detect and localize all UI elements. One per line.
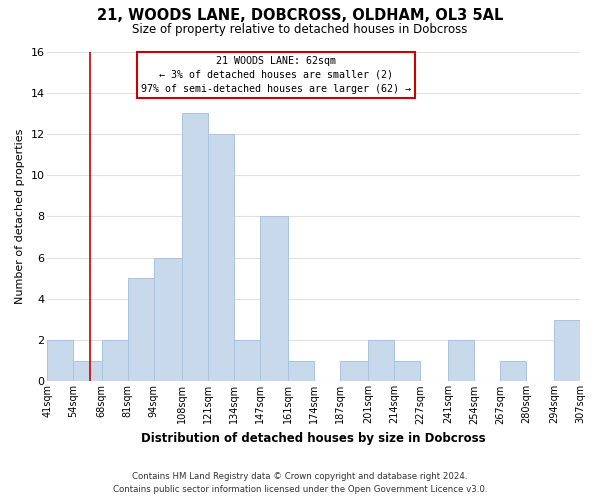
Bar (340, 361, 368, 382)
Bar (47, 340, 73, 382)
Bar (288, 361, 314, 382)
Bar (260, 216, 288, 382)
Bar (394, 361, 420, 382)
Bar (101, 340, 128, 382)
Bar (208, 134, 233, 382)
Bar (154, 258, 182, 382)
Y-axis label: Number of detached properties: Number of detached properties (15, 129, 25, 304)
Bar (368, 340, 394, 382)
Bar (500, 361, 526, 382)
Text: 21, WOODS LANE, DOBCROSS, OLDHAM, OL3 5AL: 21, WOODS LANE, DOBCROSS, OLDHAM, OL3 5A… (97, 8, 503, 22)
Text: 21 WOODS LANE: 62sqm
← 3% of detached houses are smaller (2)
97% of semi-detache: 21 WOODS LANE: 62sqm ← 3% of detached ho… (140, 56, 410, 94)
Bar (554, 320, 580, 382)
Bar (580, 361, 600, 382)
Bar (73, 361, 101, 382)
Text: Contains HM Land Registry data © Crown copyright and database right 2024.
Contai: Contains HM Land Registry data © Crown c… (113, 472, 487, 494)
X-axis label: Distribution of detached houses by size in Dobcross: Distribution of detached houses by size … (142, 432, 486, 445)
Text: Size of property relative to detached houses in Dobcross: Size of property relative to detached ho… (133, 22, 467, 36)
Bar (233, 340, 260, 382)
Bar (448, 340, 474, 382)
Bar (182, 114, 208, 382)
Bar (128, 278, 154, 382)
